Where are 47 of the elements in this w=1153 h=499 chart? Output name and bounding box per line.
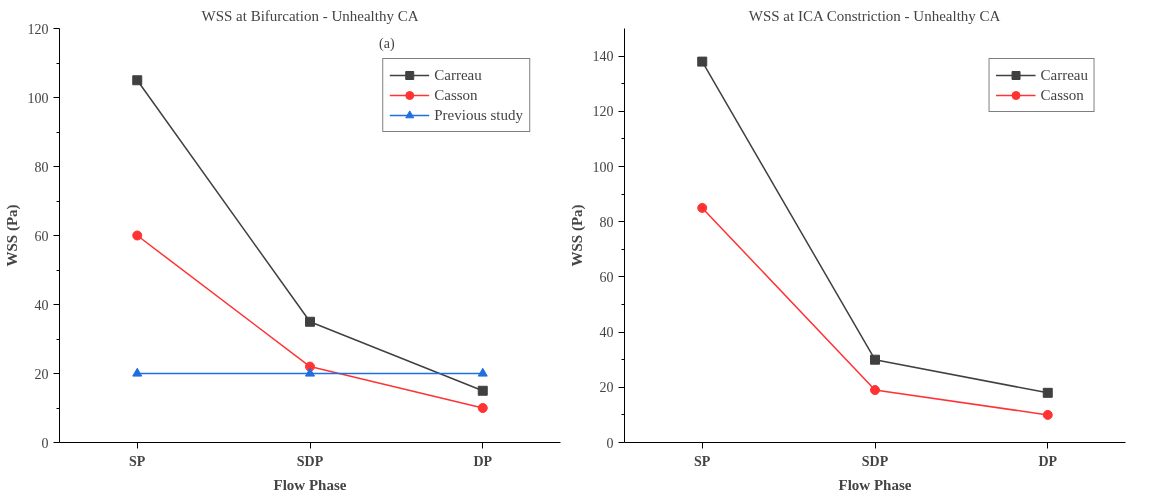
legend-label: Carreau: [1040, 66, 1088, 84]
point: [477, 385, 488, 396]
point: [870, 385, 880, 396]
point: [870, 354, 880, 365]
y-tick-label: 20: [34, 366, 49, 382]
y-tick-label: 80: [599, 214, 614, 230]
y-tick-label: 80: [34, 159, 49, 175]
y-axis-title: WSS (Pa): [568, 204, 586, 267]
legend-label: Casson: [1040, 86, 1084, 104]
x-tick-label: SP: [129, 453, 146, 469]
y-tick-label: 40: [34, 297, 49, 313]
y-tick-label: 120: [27, 21, 49, 37]
chart-title: WSS at ICA Constriction - Unhealthy CA: [748, 7, 1001, 24]
point: [697, 202, 708, 213]
point: [132, 230, 143, 241]
point: [697, 56, 708, 67]
legend-label: Carreau: [434, 66, 482, 84]
y-tick-label: 100: [27, 90, 49, 106]
legend-label: Previous study: [434, 106, 523, 124]
point: [477, 367, 488, 377]
point: [1042, 387, 1053, 398]
point: [1042, 409, 1053, 420]
point: [477, 403, 488, 413]
y-tick-label: 60: [34, 228, 49, 244]
y-tick-label: 0: [41, 435, 49, 451]
point: [305, 316, 315, 327]
y-tick-label: 20: [599, 380, 614, 396]
x-axis-title: Flow Phase: [838, 476, 912, 493]
x-tick-label: SP: [694, 453, 711, 469]
point: [132, 367, 143, 377]
point: [132, 75, 143, 86]
y-tick-label: 140: [592, 49, 614, 65]
annotation: (a): [379, 35, 395, 52]
x-tick-label: DP: [1038, 453, 1058, 469]
x-tick-label: SDP: [861, 453, 889, 469]
chart-title: WSS at Bifurcation - Unhealthy CA: [201, 7, 419, 24]
y-tick-label: 120: [592, 104, 614, 120]
x-tick-label: SDP: [296, 453, 324, 469]
y-tick-label: 40: [599, 325, 614, 341]
y-tick-label: 60: [599, 269, 614, 285]
y-axis-title: WSS (Pa): [3, 204, 21, 267]
y-tick-label: 0: [606, 435, 614, 451]
legend-label: Casson: [434, 86, 478, 104]
x-tick-label: DP: [473, 453, 493, 469]
x-axis-title: Flow Phase: [273, 476, 347, 493]
point: [305, 367, 315, 377]
y-tick-label: 100: [592, 159, 614, 175]
